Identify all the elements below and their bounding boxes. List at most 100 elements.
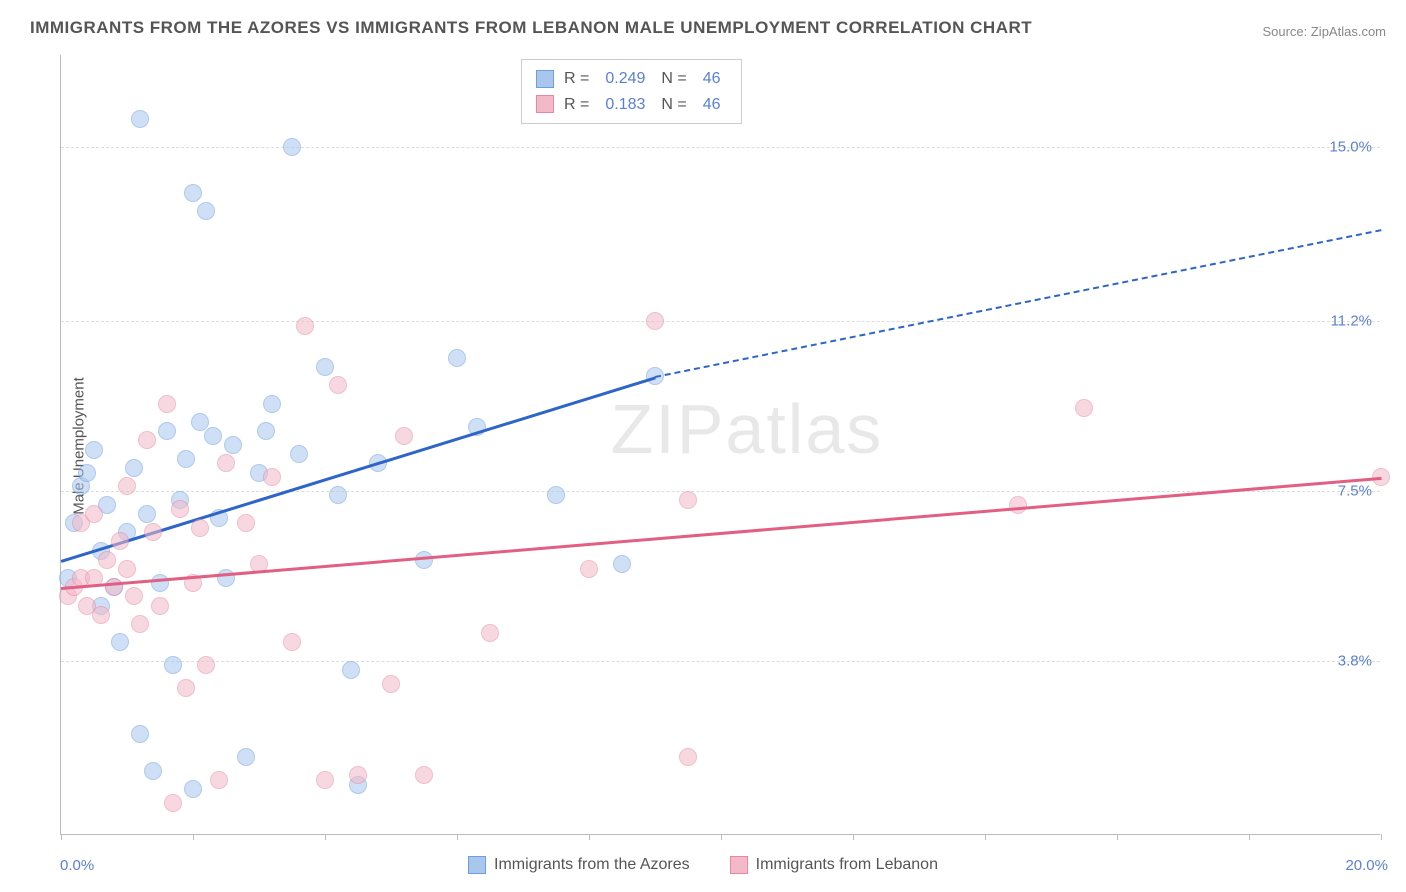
scatter-point — [329, 486, 347, 504]
scatter-point — [224, 436, 242, 454]
scatter-point — [131, 725, 149, 743]
scatter-point — [679, 748, 697, 766]
y-tick-label: 3.8% — [1338, 652, 1372, 669]
scatter-point — [98, 551, 116, 569]
scatter-point — [171, 500, 189, 518]
scatter-point — [316, 771, 334, 789]
scatter-point — [131, 110, 149, 128]
scatter-point — [144, 762, 162, 780]
legend-swatch — [730, 856, 748, 874]
scatter-point — [290, 445, 308, 463]
scatter-point — [237, 514, 255, 532]
scatter-point — [316, 358, 334, 376]
scatter-point — [184, 184, 202, 202]
scatter-point — [111, 633, 129, 651]
x-tick — [589, 834, 590, 840]
scatter-point — [118, 560, 136, 578]
x-tick — [853, 834, 854, 840]
legend-label: Immigrants from the Azores — [494, 856, 690, 874]
scatter-point — [105, 578, 123, 596]
scatter-point — [125, 459, 143, 477]
x-tick — [325, 834, 326, 840]
y-tick-label: 11.2% — [1331, 313, 1372, 330]
legend-swatch — [536, 95, 554, 113]
n-value: 46 — [703, 92, 721, 118]
scatter-point — [164, 656, 182, 674]
scatter-point — [118, 477, 136, 495]
n-label: N = — [661, 92, 686, 118]
scatter-point — [177, 450, 195, 468]
scatter-point — [415, 766, 433, 784]
gridline — [61, 147, 1380, 148]
r-label: R = — [564, 66, 589, 92]
scatter-point — [78, 464, 96, 482]
x-tick — [61, 834, 62, 840]
scatter-point — [125, 587, 143, 605]
scatter-point — [184, 780, 202, 798]
scatter-point — [547, 486, 565, 504]
scatter-point — [164, 794, 182, 812]
scatter-point — [342, 661, 360, 679]
scatter-point — [481, 624, 499, 642]
plot-area: ZIPatlas R = 0.249 N = 46R = 0.183 N = 46 3.8%… — [60, 55, 1380, 835]
scatter-point — [448, 349, 466, 367]
scatter-point — [158, 422, 176, 440]
legend-item: Immigrants from Lebanon — [730, 856, 938, 874]
scatter-point — [237, 748, 255, 766]
x-tick — [193, 834, 194, 840]
legend-swatch — [468, 856, 486, 874]
scatter-point — [613, 555, 631, 573]
gridline — [61, 491, 1380, 492]
y-tick-label: 7.5% — [1338, 482, 1372, 499]
x-tick — [1249, 834, 1250, 840]
scatter-point — [329, 376, 347, 394]
scatter-point — [197, 202, 215, 220]
scatter-point — [395, 427, 413, 445]
scatter-point — [1009, 496, 1027, 514]
x-tick — [1381, 834, 1382, 840]
scatter-point — [92, 606, 110, 624]
scatter-point — [382, 675, 400, 693]
trend-line-dashed — [655, 229, 1381, 378]
trend-line — [61, 477, 1381, 590]
scatter-point — [296, 317, 314, 335]
scatter-point — [263, 395, 281, 413]
correlation-legend: R = 0.249 N = 46R = 0.183 N = 46 — [521, 59, 742, 124]
scatter-point — [158, 395, 176, 413]
legend-label: Immigrants from Lebanon — [756, 856, 938, 874]
scatter-point — [646, 312, 664, 330]
source-label: Source: ZipAtlas.com — [1262, 24, 1386, 39]
n-label: N = — [661, 66, 686, 92]
x-axis-max-label: 20.0% — [1345, 857, 1388, 874]
scatter-point — [349, 766, 367, 784]
scatter-point — [138, 505, 156, 523]
scatter-point — [85, 441, 103, 459]
scatter-point — [204, 427, 222, 445]
watermark: ZIPatlas — [610, 389, 883, 469]
scatter-point — [151, 597, 169, 615]
scatter-point — [177, 679, 195, 697]
scatter-point — [85, 505, 103, 523]
x-tick — [721, 834, 722, 840]
scatter-point — [144, 523, 162, 541]
scatter-point — [151, 574, 169, 592]
r-label: R = — [564, 92, 589, 118]
x-tick — [1117, 834, 1118, 840]
scatter-point — [217, 454, 235, 472]
scatter-point — [283, 138, 301, 156]
r-value: 0.249 — [605, 66, 645, 92]
gridline — [61, 661, 1380, 662]
legend-swatch — [536, 70, 554, 88]
scatter-point — [210, 771, 228, 789]
correlation-legend-row: R = 0.183 N = 46 — [536, 92, 727, 118]
y-tick-label: 15.0% — [1329, 138, 1372, 155]
gridline — [61, 321, 1380, 322]
scatter-point — [138, 431, 156, 449]
scatter-point — [263, 468, 281, 486]
series-legend: Immigrants from the Azores Immigrants fro… — [468, 856, 938, 874]
scatter-point — [197, 656, 215, 674]
scatter-point — [111, 532, 129, 550]
x-tick — [985, 834, 986, 840]
chart-title: IMMIGRANTS FROM THE AZORES VS IMMIGRANTS… — [30, 18, 1032, 38]
r-value: 0.183 — [605, 92, 645, 118]
